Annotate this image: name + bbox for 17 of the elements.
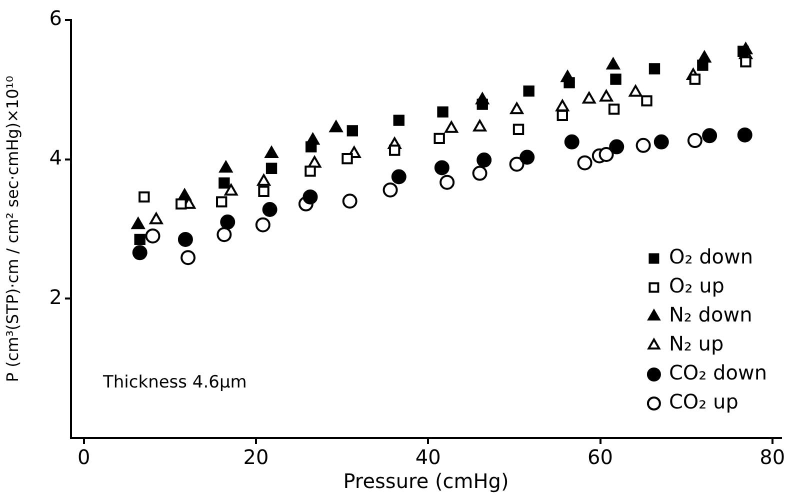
annotation: Thickness 4.6μm [102, 372, 247, 392]
x-tick-label: 0 [78, 445, 90, 470]
legend-label: CO₂ down [668, 360, 767, 385]
x-tick-label: 20 [243, 445, 269, 470]
y-tick-label: 6 [49, 6, 62, 30]
x-axis-title: Pressure (cmHg) [343, 469, 509, 494]
legend-label: N₂ down [668, 302, 752, 327]
x-tick-label: 60 [588, 445, 613, 470]
y-tick-label: 4 [49, 146, 62, 170]
x-tick-label: 40 [415, 445, 441, 470]
y-tick-label: 2 [49, 284, 62, 309]
legend-label: O₂ up [668, 274, 724, 298]
y-axis-title: P (cm³(STP)·cm / cm² sec·cmHg)×10¹⁰ [2, 76, 22, 382]
legend-label: CO₂ up [668, 390, 738, 414]
x-tick-label: 80 [760, 445, 786, 470]
legend-label: N₂ up [668, 332, 724, 356]
legend-label: O₂ down [668, 244, 754, 269]
